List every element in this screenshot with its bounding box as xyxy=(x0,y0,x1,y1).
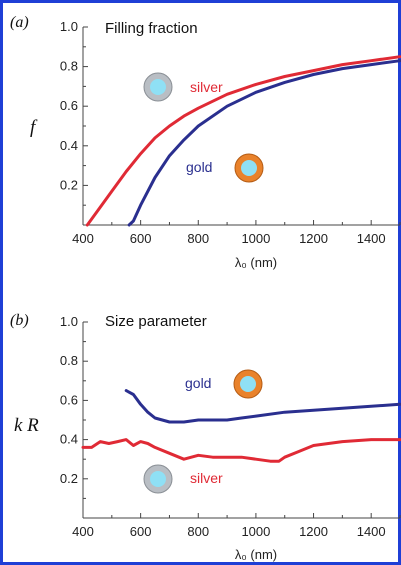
panel-b-y-tick-label: 0.2 xyxy=(60,471,78,486)
silver-sphere-icon-b xyxy=(143,464,173,494)
panel-a-y-tick-label: 0.8 xyxy=(60,59,78,74)
panel-a-title: Filling fraction xyxy=(105,20,198,37)
panel-a-x-tick-label: 1400 xyxy=(357,231,386,246)
panel-b-label: (b) xyxy=(10,312,29,329)
panel-a-x-tick-label: 600 xyxy=(130,231,152,246)
gold-sphere-icon xyxy=(234,153,264,183)
panel-b-annotation-silver: silver xyxy=(190,470,223,486)
panel-a-annotation-silver: silver xyxy=(190,79,223,95)
panel-b-series-gold xyxy=(124,389,401,424)
panel-a-x-tick-label: 800 xyxy=(187,231,209,246)
panel-a-annotation-gold: gold xyxy=(186,159,212,175)
panel-b-x-tick-label: 1200 xyxy=(299,524,328,539)
panel-a-label: (a) xyxy=(10,14,29,31)
panel-b-title: Size parameter xyxy=(105,313,207,330)
panel-b-y-tick-label: 0.6 xyxy=(60,392,78,407)
panel-b-x-tick-label: 800 xyxy=(187,524,209,539)
panel-a-x-tick-label: 1000 xyxy=(241,231,270,246)
panel-b-x-tick-label: 1400 xyxy=(357,524,386,539)
panel-b-y-tick-label: 0.8 xyxy=(60,353,78,368)
panel-a-ylabel: f xyxy=(30,117,38,138)
panel-a-series-gold xyxy=(127,59,401,227)
plot-layer: 400 600 800 1000 1200 1400 0.2 0.4 0.6 0.8 1.0 400 6… xyxy=(60,19,401,539)
panel-a-y-tick-label: 0.6 xyxy=(60,98,78,113)
panel-a-x-tick-label: 1200 xyxy=(299,231,328,246)
silver-sphere-icon xyxy=(143,72,173,102)
panel-b-xlabel: λ₀ (nm) xyxy=(235,547,277,562)
panel-a-y-tick-label: 1.0 xyxy=(60,19,78,34)
gold-sphere-icon-b xyxy=(233,369,263,399)
panel-b-x-tick-label: 1000 xyxy=(241,524,270,539)
panel-b-y-tick-label: 1.0 xyxy=(60,314,78,329)
panel-a-y-tick-label: 0.4 xyxy=(60,138,78,153)
panel-b-ylabel: k R xyxy=(14,415,39,436)
panel-a-x-tick-label: 400 xyxy=(72,231,94,246)
panel-b-y-tick-label: 0.4 xyxy=(60,432,78,447)
panel-b-x-tick-label: 600 xyxy=(130,524,152,539)
panel-a-series-silver xyxy=(85,55,401,227)
panel-b-series-silver xyxy=(81,438,401,463)
panel-b-annotation-gold: gold xyxy=(185,375,211,391)
panel-a-y-tick-label: 0.2 xyxy=(60,177,78,192)
panel-a-xlabel: λ₀ (nm) xyxy=(235,255,277,270)
panel-b-x-tick-label: 400 xyxy=(72,524,94,539)
